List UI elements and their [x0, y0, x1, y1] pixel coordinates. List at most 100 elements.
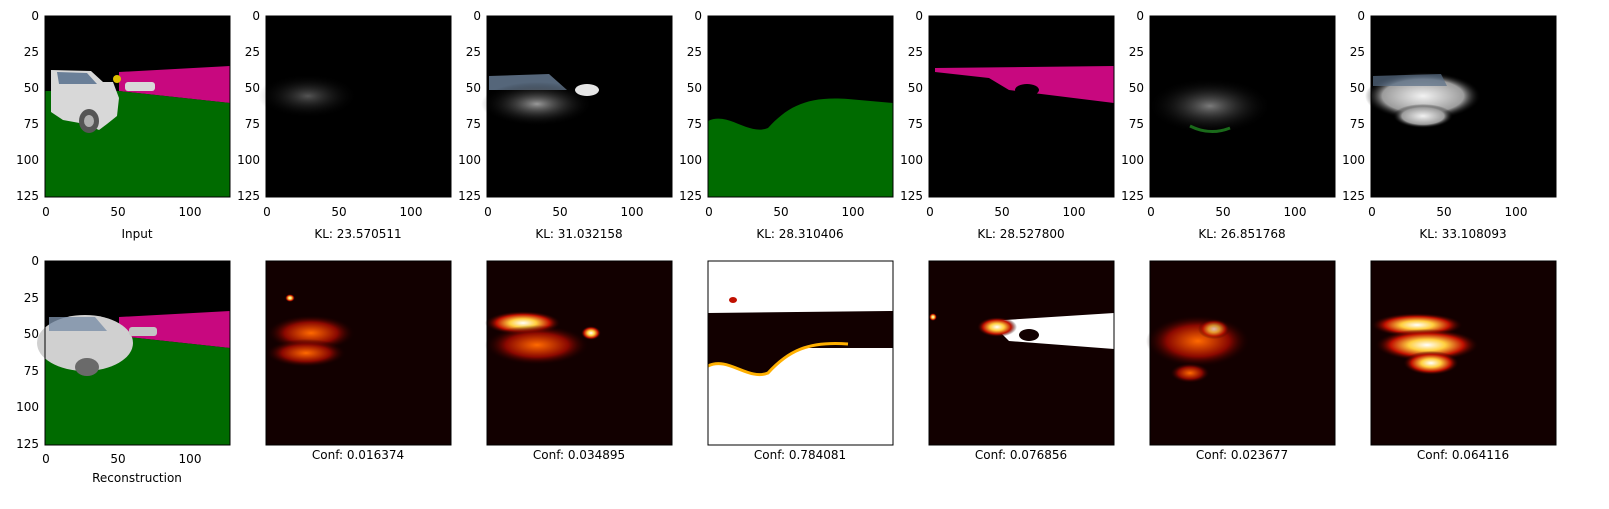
tick-label: 75 — [1129, 117, 1144, 131]
caption-kl-4: KL: 28.527800 — [977, 227, 1064, 241]
top-panel-slot-5 — [1148, 16, 1335, 197]
bottom-panel-mask-2 — [485, 261, 672, 445]
caption-conf-5: Conf: 0.023677 — [1196, 448, 1288, 462]
bottom-panel-reconstruction — [37, 261, 230, 445]
tick-label: 75 — [687, 117, 702, 131]
tick-label: 0 — [926, 205, 934, 219]
top-panel-slot-1 — [258, 16, 451, 197]
top-panel-slot-3 — [708, 16, 893, 197]
tick-label: 0 — [473, 9, 481, 23]
tick-label: 0 — [42, 205, 50, 219]
tick-label: 50 — [994, 205, 1009, 219]
tick-label: 100 — [1121, 153, 1144, 167]
caption-kl-1: KL: 23.570511 — [314, 227, 401, 241]
tick-label: 50 — [110, 452, 125, 466]
tick-label: 0 — [705, 205, 713, 219]
tick-label: 25 — [245, 45, 260, 59]
caption-conf-6: Conf: 0.064116 — [1417, 448, 1509, 462]
tick-label: 0 — [484, 205, 492, 219]
caption-input: Input — [121, 227, 152, 241]
tick-label: 125 — [679, 189, 702, 203]
tick-label: 0 — [1357, 9, 1365, 23]
tick-label: 125 — [237, 189, 260, 203]
tick-label: 50 — [1129, 81, 1144, 95]
top-panel-slot-2 — [481, 16, 672, 197]
tick-label: 100 — [679, 153, 702, 167]
tick-label: 75 — [245, 117, 260, 131]
tick-label: 0 — [915, 9, 923, 23]
top-panel-slot-6 — [1365, 16, 1556, 197]
tick-label: 0 — [252, 9, 260, 23]
tick-label: 0 — [31, 9, 39, 23]
tick-label: 25 — [687, 45, 702, 59]
tick-label: 50 — [1436, 205, 1451, 219]
tick-label: 125 — [1342, 189, 1365, 203]
tick-label: 100 — [842, 205, 865, 219]
tick-label: 50 — [110, 205, 125, 219]
tick-label: 100 — [237, 153, 260, 167]
tick-label: 50 — [466, 81, 481, 95]
tick-label: 100 — [179, 205, 202, 219]
tick-label: 25 — [24, 291, 39, 305]
bottom-panel-mask-3 — [707, 261, 893, 445]
tick-label: 25 — [466, 45, 481, 59]
tick-label: 75 — [24, 364, 39, 378]
tick-label: 100 — [1505, 205, 1528, 219]
bottom-tick-labels: 0 25 50 75 100 125 0 50 100 — [16, 254, 201, 466]
tick-label: 50 — [687, 81, 702, 95]
caption-reconstruction: Reconstruction — [92, 471, 182, 485]
caption-kl-5: KL: 26.851768 — [1198, 227, 1285, 241]
tick-label: 0 — [694, 9, 702, 23]
tick-label: 25 — [1350, 45, 1365, 59]
tick-label: 100 — [1342, 153, 1365, 167]
tick-label: 100 — [16, 153, 39, 167]
tick-label: 50 — [24, 81, 39, 95]
caption-kl-2: KL: 31.032158 — [535, 227, 622, 241]
tick-label: 0 — [42, 452, 50, 466]
tick-label: 50 — [908, 81, 923, 95]
caption-kl-6: KL: 33.108093 — [1419, 227, 1506, 241]
caption-conf-4: Conf: 0.076856 — [975, 448, 1067, 462]
tick-label: 75 — [24, 117, 39, 131]
tick-label: 50 — [24, 327, 39, 341]
tick-label: 100 — [621, 205, 644, 219]
caption-conf-1: Conf: 0.016374 — [312, 448, 404, 462]
top-panel-input — [45, 16, 230, 197]
top-tick-labels: 0 25 50 75 100 125 0 25 50 75 100 125 0 … — [16, 9, 1527, 219]
tick-label: 100 — [1063, 205, 1086, 219]
tick-label: 100 — [179, 452, 202, 466]
bottom-panel-mask-6 — [1371, 261, 1556, 445]
tick-label: 75 — [466, 117, 481, 131]
tick-label: 0 — [263, 205, 271, 219]
tick-label: 50 — [245, 81, 260, 95]
bottom-panel-mask-4 — [929, 261, 1114, 445]
bottom-panel-mask-5 — [1146, 261, 1335, 445]
tick-label: 0 — [1147, 205, 1155, 219]
tick-label: 125 — [458, 189, 481, 203]
tick-label: 0 — [1136, 9, 1144, 23]
bottom-panel-mask-1 — [266, 261, 451, 445]
tick-label: 100 — [900, 153, 923, 167]
tick-label: 50 — [1215, 205, 1230, 219]
tick-label: 25 — [908, 45, 923, 59]
tick-label: 125 — [16, 437, 39, 451]
tick-label: 75 — [908, 117, 923, 131]
tick-label: 0 — [31, 254, 39, 268]
tick-label: 125 — [1121, 189, 1144, 203]
tick-label: 100 — [400, 205, 423, 219]
tick-label: 50 — [552, 205, 567, 219]
tick-label: 50 — [1350, 81, 1365, 95]
tick-label: 125 — [900, 189, 923, 203]
top-panel-slot-4 — [929, 16, 1114, 197]
top-captions: Input KL: 23.570511 KL: 31.032158 KL: 28… — [121, 227, 1506, 241]
tick-label: 50 — [331, 205, 346, 219]
tick-label: 0 — [1368, 205, 1376, 219]
tick-label: 25 — [1129, 45, 1144, 59]
caption-conf-2: Conf: 0.034895 — [533, 448, 625, 462]
bottom-captions: Reconstruction Conf: 0.016374 Conf: 0.03… — [92, 448, 1509, 485]
caption-conf-3: Conf: 0.784081 — [754, 448, 846, 462]
tick-label: 50 — [773, 205, 788, 219]
tick-label: 100 — [458, 153, 481, 167]
tick-label: 125 — [16, 189, 39, 203]
